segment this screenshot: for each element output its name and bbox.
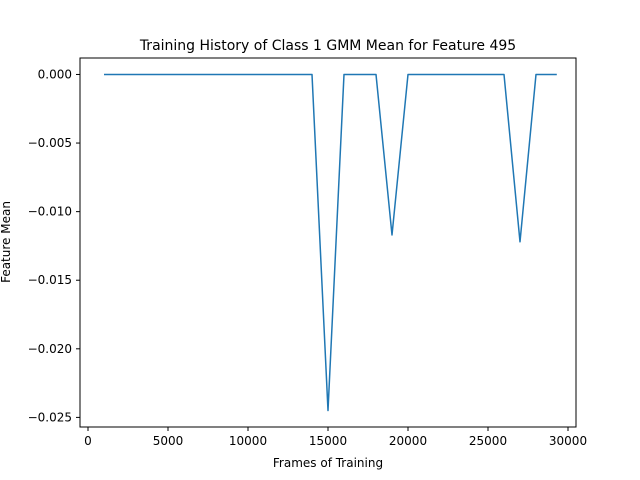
y-tick-label: 0.000 — [38, 67, 72, 81]
x-tick-label: 20000 — [389, 434, 427, 448]
chart-title: Training History of Class 1 GMM Mean for… — [139, 38, 516, 54]
series-line-1 — [104, 73, 557, 412]
y-tick-label: −0.015 — [28, 273, 72, 287]
y-tick-label: −0.020 — [28, 342, 72, 356]
y-tick-label: −0.005 — [28, 136, 72, 150]
x-tick-label: 0 — [84, 434, 92, 448]
series-layer — [104, 73, 557, 412]
x-tick-label: 5000 — [153, 434, 184, 448]
x-tick-label: 15000 — [309, 434, 347, 448]
x-tick-label: 30000 — [549, 434, 587, 448]
x-axis-ticks: 0 5000 10000 15000 20000 25000 30000 — [84, 427, 587, 448]
x-tick-label: 10000 — [229, 434, 267, 448]
y-axis-ticks: 0.000 −0.005 −0.010 −0.015 −0.020 −0.025 — [28, 67, 80, 424]
y-tick-label: −0.025 — [28, 410, 72, 424]
x-axis-label: Frames of Training — [273, 456, 383, 470]
x-tick-label: 25000 — [469, 434, 507, 448]
y-axis-label: Feature Mean — [0, 201, 13, 283]
y-tick-label: −0.010 — [28, 205, 72, 219]
